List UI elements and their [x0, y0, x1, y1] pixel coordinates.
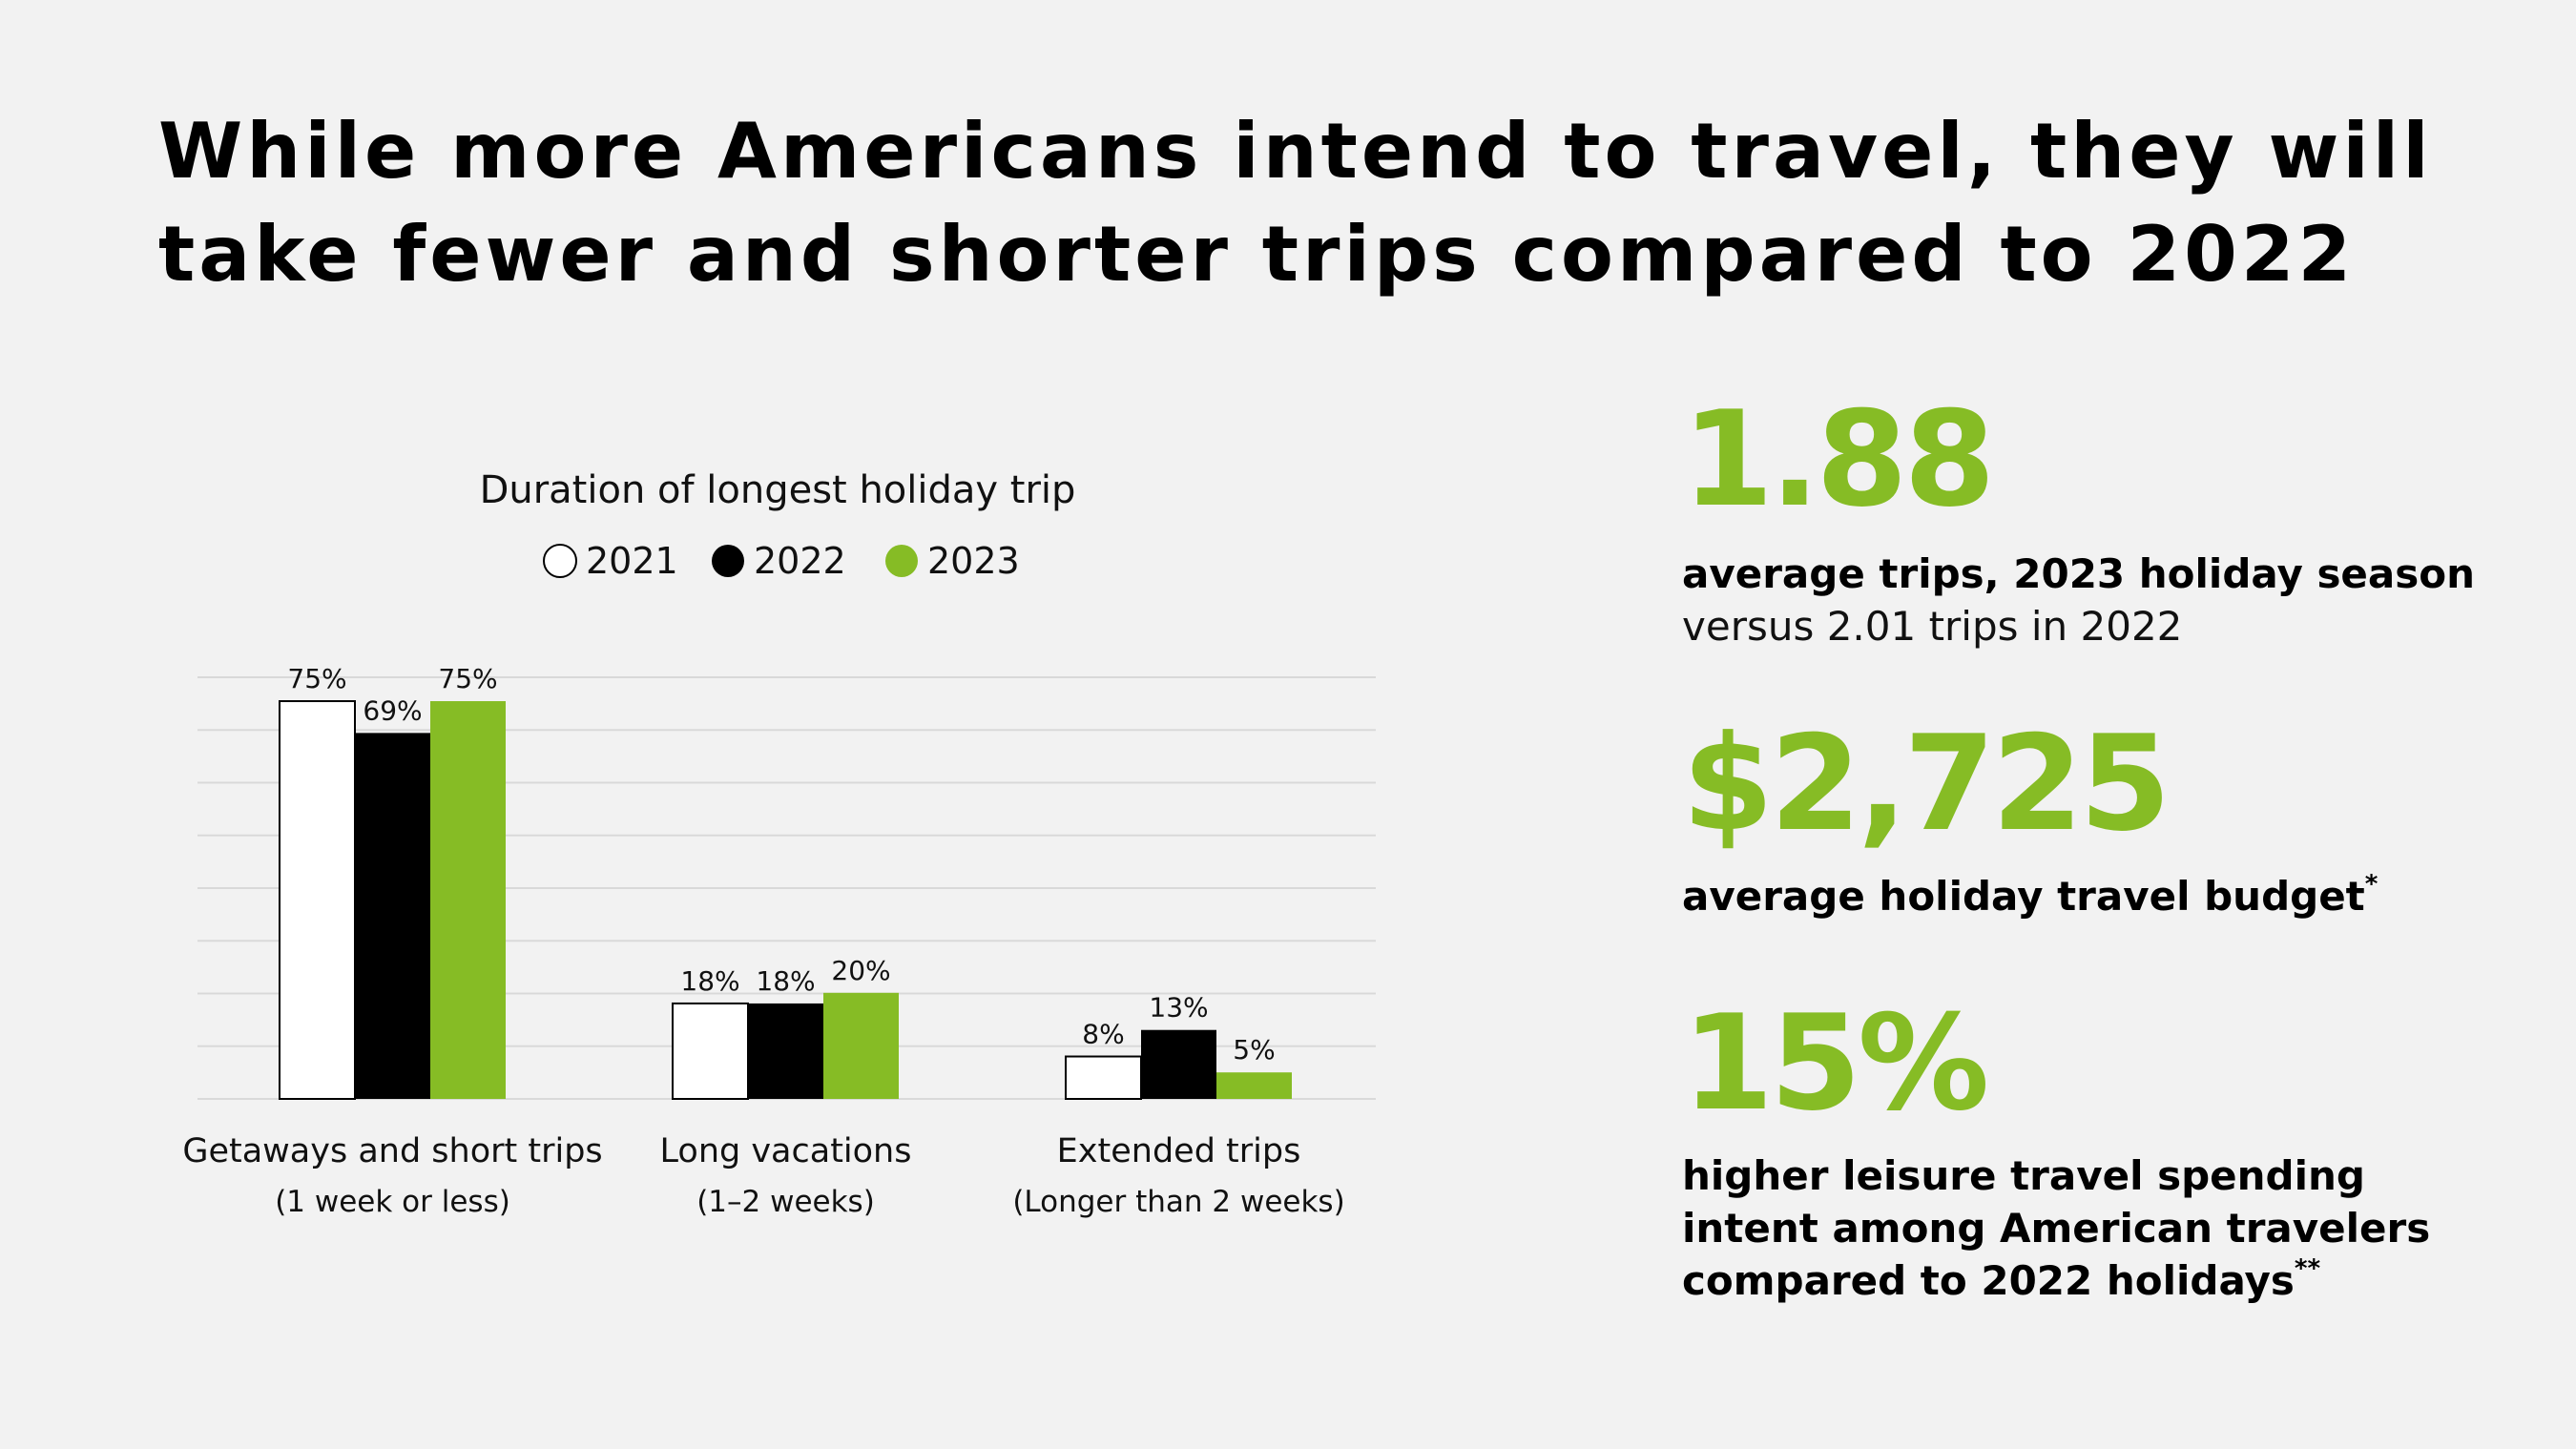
data-label-2022-3: 13% [1149, 992, 1208, 1024]
category-label-2: Long vacations [660, 1132, 912, 1170]
stat-spending-intent-line-3: compared to 2022 holidays [1682, 1257, 2295, 1304]
category-label-1: Getaways and short trips [182, 1132, 602, 1170]
bar-2021-1 [279, 700, 356, 1100]
legend-label-2021: 2021 [586, 540, 678, 582]
bar-2021-3 [1065, 1055, 1142, 1100]
headline-line-1: While more Americans intend to travel, t… [158, 107, 2433, 196]
category-sublabel-1: (1 week or less) [275, 1185, 510, 1219]
stat-travel-budget-value: $2,725 [1682, 707, 2171, 860]
legend-label-2023: 2023 [927, 540, 1020, 582]
category-sublabel-2: (1–2 weeks) [696, 1185, 875, 1219]
data-label-2023-2: 20% [831, 955, 890, 986]
headline: While more Americans intend to travel, t… [158, 100, 2524, 306]
chart-category-labels: Getaways and short trips (1 week or less)… [182, 1132, 1344, 1219]
stat-average-trips-value: 1.88 [1682, 383, 1996, 536]
chart-title: Duration of longest holiday trip [480, 468, 1076, 512]
legend-marker-2021 [543, 544, 577, 578]
legend-marker-2023 [885, 545, 918, 577]
stat-spending-intent-value: 15% [1682, 986, 1989, 1140]
bar-2023-1 [430, 701, 506, 1099]
category-sublabel-3: (Longer than 2 weeks) [1012, 1185, 1344, 1219]
chart-data-labels: 75% 69% 75% 18% 18% 20% 8% 13% 5% [287, 663, 1275, 1066]
stat-average-trips-line-2: versus 2.01 trips in 2022 [1682, 603, 2183, 650]
stat-spending-intent-line-1: higher leisure travel spending [1682, 1152, 2365, 1199]
stat-travel-budget: $2,725 average holiday travel budget* [1682, 708, 2378, 922]
bar-2022-3 [1141, 1029, 1216, 1099]
stat-travel-budget-line-1: average holiday travel budget [1682, 873, 2365, 920]
headline-line-2: take fewer and shorter trips compared to… [158, 210, 2356, 299]
stat-spending-intent-footnote-mark: ** [2294, 1254, 2321, 1283]
category-label-3: Extended trips [1057, 1132, 1301, 1170]
chart-bars [279, 700, 1292, 1101]
data-label-2022-1: 69% [363, 694, 422, 726]
legend-marker-2022 [712, 545, 744, 577]
bar-2023-3 [1216, 1072, 1292, 1099]
stat-spending-intent-line-2: intent among American travelers [1682, 1205, 2431, 1252]
stat-travel-budget-footnote-mark: * [2364, 870, 2379, 899]
chart-legend: 2021 2022 2023 [543, 540, 1020, 582]
bar-2021-2 [672, 1002, 749, 1101]
data-label-2023-1: 75% [438, 663, 497, 694]
data-label-2021-3: 8% [1082, 1019, 1124, 1050]
data-label-2021-2: 18% [680, 965, 739, 997]
stat-spending-intent: 15% higher leisure travel spending inten… [1682, 987, 2430, 1307]
bar-2022-2 [748, 1003, 823, 1099]
data-label-2023-3: 5% [1233, 1034, 1275, 1066]
bar-2023-2 [823, 992, 899, 1099]
data-label-2021-1: 75% [287, 663, 346, 694]
legend-label-2022: 2022 [754, 540, 846, 582]
data-label-2022-2: 18% [756, 965, 815, 997]
bar-chart: Duration of longest holiday trip 2021 202… [182, 468, 1376, 1219]
stat-average-trips-line-1: average trips, 2023 holiday season [1682, 550, 2476, 597]
bar-2022-1 [355, 733, 430, 1099]
stat-average-trips: 1.88 average trips, 2023 holiday season … [1682, 383, 2475, 652]
